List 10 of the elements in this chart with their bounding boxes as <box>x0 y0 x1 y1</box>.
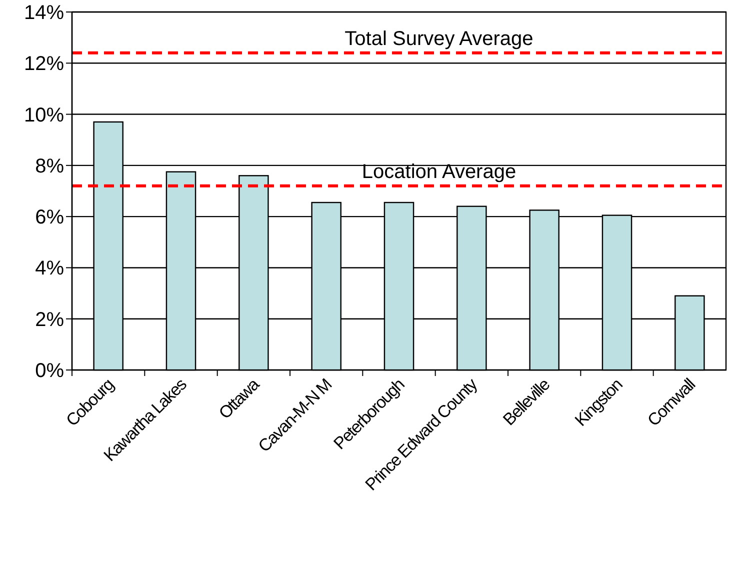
y-tick-label: 12% <box>24 53 64 76</box>
y-tick-label: 14% <box>24 2 64 24</box>
y-tick-label: 10% <box>24 104 64 126</box>
y-tick-label: 2% <box>35 308 64 331</box>
y-tick-label: 4% <box>35 258 64 280</box>
y-tick-label: 0% <box>35 360 64 382</box>
ref-line-label: Location Average <box>362 160 516 183</box>
y-tick-label: 6% <box>35 206 64 229</box>
ref-line-label: Total Survey Average <box>344 28 534 50</box>
y-tick-label: 8% <box>35 155 64 178</box>
